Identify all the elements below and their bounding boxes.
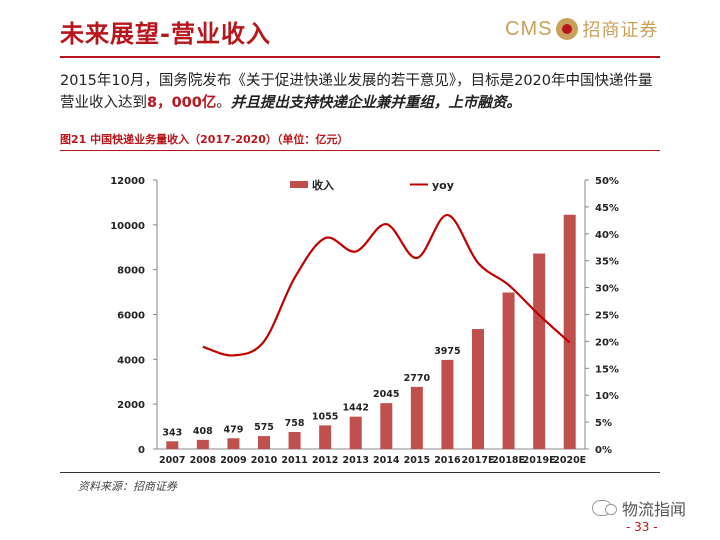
y-left-tick-label: 6000 bbox=[117, 311, 145, 322]
y-right-tick-label: 15% bbox=[595, 364, 619, 375]
slide-title: 未来展望-营业收入 bbox=[60, 20, 271, 48]
bar-revenue bbox=[472, 329, 484, 449]
y-left-tick-label: 4000 bbox=[117, 355, 145, 366]
y-left-tick-label: 8000 bbox=[117, 266, 145, 277]
x-tick-label: 2018E bbox=[492, 455, 525, 466]
y-right-tick-label: 30% bbox=[595, 284, 619, 295]
paragraph-text: 2015年10月，国务院发布《关于促进快递业发展的若干意见》，目标是2020年中… bbox=[60, 73, 653, 111]
bar-data-label: 408 bbox=[193, 426, 213, 437]
bar-revenue bbox=[380, 403, 393, 449]
x-tick-label: 2019E bbox=[523, 455, 556, 466]
x-tick-label: 2011 bbox=[281, 455, 307, 466]
bar-revenue bbox=[410, 386, 423, 449]
y-left-tick-label: 12000 bbox=[110, 176, 145, 187]
bar-data-label: 758 bbox=[285, 418, 305, 429]
bar-revenue bbox=[319, 425, 332, 449]
y-right-tick-label: 35% bbox=[595, 257, 619, 268]
figure-source: 资料来源：招商证券 bbox=[78, 480, 177, 493]
wechat-icon bbox=[592, 500, 617, 516]
y-right-tick-label: 50% bbox=[595, 176, 619, 187]
x-tick-label: 2007 bbox=[159, 455, 185, 466]
x-tick-label: 2015 bbox=[404, 455, 430, 466]
x-tick-label: 2020E bbox=[553, 455, 586, 466]
x-tick-label: 2013 bbox=[342, 455, 368, 466]
y-right-tick-label: 45% bbox=[595, 203, 619, 214]
x-tick-label: 2010 bbox=[251, 455, 278, 466]
paragraph-punct: 。 bbox=[216, 95, 231, 111]
bar-revenue bbox=[441, 359, 454, 449]
x-tick-label: 2012 bbox=[312, 455, 338, 466]
y-right-tick-label: 10% bbox=[595, 391, 619, 402]
page-number: - 33 - bbox=[626, 520, 658, 534]
bar-revenue bbox=[349, 416, 362, 449]
brand-chinese: 招商证券 bbox=[582, 20, 659, 41]
paragraph-emphasis: 并且提出支持快递企业兼并重组，上市融资。 bbox=[230, 95, 521, 111]
bar-data-label: 2770 bbox=[404, 373, 431, 384]
intro-paragraph: 2015年10月，国务院发布《关于促进快递业发展的若干意见》，目标是2020年中… bbox=[60, 70, 660, 114]
bar-data-label: 1055 bbox=[312, 411, 338, 422]
caption-divider bbox=[60, 150, 660, 151]
x-tick-label: 2016 bbox=[434, 455, 461, 466]
x-tick-label: 2009 bbox=[220, 455, 246, 466]
y-right-tick-label: 20% bbox=[595, 337, 619, 348]
source-divider bbox=[60, 472, 660, 473]
y-right-tick-label: 0% bbox=[595, 445, 612, 456]
legend-label-yoy: yoy bbox=[432, 179, 454, 192]
bar-data-label: 3975 bbox=[434, 346, 460, 357]
brand-badge-icon bbox=[556, 18, 579, 40]
bar-revenue bbox=[196, 439, 209, 449]
bar-revenue bbox=[166, 441, 179, 449]
legend-swatch-revenue bbox=[290, 181, 308, 188]
bar-data-label: 575 bbox=[254, 422, 274, 433]
bar-data-label: 1442 bbox=[342, 403, 368, 414]
bar-revenue bbox=[258, 436, 270, 449]
y-left-tick-label: 2000 bbox=[117, 400, 145, 411]
y-right-tick-label: 40% bbox=[595, 230, 619, 241]
y-right-tick-label: 25% bbox=[595, 311, 619, 322]
watermark: 物流指闻 bbox=[592, 496, 686, 520]
bar-revenue bbox=[227, 438, 240, 449]
bar-revenue bbox=[563, 214, 576, 449]
x-tick-label: 2017E bbox=[462, 455, 495, 466]
y-left-tick-label: 10000 bbox=[110, 221, 145, 232]
figure-caption: 图21 中国快递业务量收入（2017-2020）（单位：亿元） bbox=[60, 133, 349, 146]
y-left-tick-label: 0 bbox=[138, 445, 145, 456]
bar-revenue bbox=[288, 432, 301, 449]
bar-data-label: 343 bbox=[162, 427, 182, 438]
brand-latin: CMS bbox=[505, 17, 553, 40]
y-right-tick-label: 5% bbox=[595, 418, 612, 429]
brand-logo: CMS 招商证券 bbox=[505, 16, 658, 42]
title-divider bbox=[60, 56, 660, 58]
x-tick-label: 2014 bbox=[373, 455, 400, 466]
legend-label-revenue: 收入 bbox=[312, 178, 334, 192]
watermark-text: 物流指闻 bbox=[622, 500, 687, 519]
paragraph-highlight: 8，000亿 bbox=[147, 95, 217, 111]
bar-revenue bbox=[502, 292, 515, 449]
yoy-line bbox=[202, 213, 571, 357]
bar-data-label: 479 bbox=[224, 424, 244, 435]
x-tick-label: 2008 bbox=[190, 455, 217, 466]
bar-revenue bbox=[533, 253, 546, 449]
bar-data-label: 2045 bbox=[373, 389, 399, 400]
